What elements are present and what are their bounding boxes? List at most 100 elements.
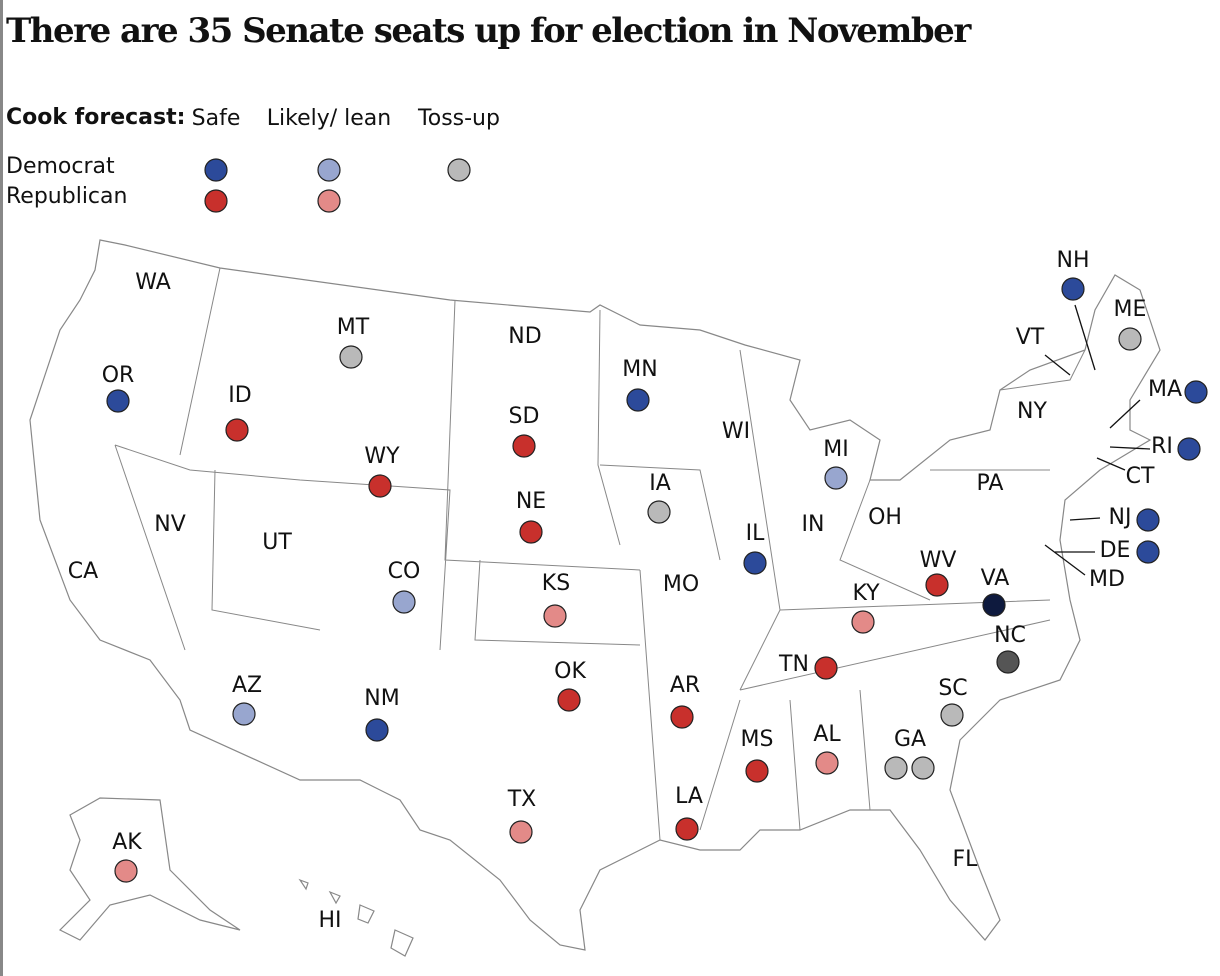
state-label: MN	[622, 357, 657, 382]
seat-dot	[447, 158, 471, 182]
seat-dot	[1061, 277, 1085, 301]
state-label: SC	[938, 676, 967, 701]
seat-dot	[232, 702, 256, 726]
state-label: NM	[364, 686, 399, 711]
seat-dot	[106, 389, 130, 413]
state-label: LA	[675, 784, 703, 809]
seat-dot	[204, 158, 228, 182]
seat-dot	[815, 751, 839, 775]
state-label: OK	[554, 659, 586, 684]
state-label: OR	[102, 363, 135, 388]
map	[29, 239, 1161, 957]
state-label: MS	[741, 727, 774, 752]
seat-dot	[996, 650, 1020, 674]
seat-dot	[824, 466, 848, 490]
seat-dot	[204, 189, 228, 213]
seat-dot	[368, 474, 392, 498]
state-label: WA	[135, 270, 171, 295]
seat-dot	[925, 573, 949, 597]
state-label: WV	[920, 548, 957, 573]
seat-dot	[317, 158, 341, 182]
state-label: RI	[1151, 434, 1173, 459]
seat-dot	[814, 656, 838, 680]
seat-dot	[339, 345, 363, 369]
legend-column: Likely/ lean	[267, 106, 391, 131]
state-label: WY	[364, 444, 400, 469]
seat-dot	[745, 759, 769, 783]
seat-dot	[940, 703, 964, 727]
seat-dot	[317, 189, 341, 213]
state-label: MA	[1148, 377, 1182, 402]
legend-row: Republican	[6, 184, 127, 209]
seat-dot	[982, 593, 1006, 617]
state-label: CA	[68, 559, 98, 584]
state-label: MD	[1089, 567, 1125, 592]
seat-dot	[509, 820, 533, 844]
state-label: KS	[542, 571, 570, 596]
seat-dot	[543, 604, 567, 628]
state-label: IA	[649, 471, 671, 496]
seat-dot	[557, 688, 581, 712]
state-label: KY	[852, 581, 880, 606]
legend-row: Democrat	[6, 154, 115, 179]
state-label: VT	[1016, 325, 1045, 350]
state-label: ND	[508, 324, 541, 349]
state-label: NE	[516, 489, 546, 514]
state-label: NH	[1057, 248, 1090, 273]
state-borders	[114, 267, 1086, 841]
state-label: MO	[663, 572, 699, 597]
state-label: SD	[509, 404, 540, 429]
state-label: AK	[112, 830, 142, 855]
seat-dot	[675, 817, 699, 841]
state-label: MI	[823, 437, 848, 462]
legend-label: Cook forecast:	[6, 105, 185, 130]
state-label: TN	[778, 652, 809, 677]
state-label: AL	[813, 722, 841, 747]
edge	[0, 0, 3, 976]
state-label: MT	[337, 315, 370, 340]
state-label: NJ	[1109, 505, 1132, 530]
state-label: NV	[154, 512, 186, 537]
seat-dot	[1177, 437, 1201, 461]
seat-dot	[670, 705, 694, 729]
state-label: VA	[981, 566, 1010, 591]
hawaii	[298, 878, 414, 957]
seat-dot	[114, 859, 138, 883]
seat-dot	[225, 418, 249, 442]
state-label: OH	[868, 505, 902, 530]
seat-dot	[1136, 540, 1160, 564]
seat-dot	[512, 434, 536, 458]
state-label: FL	[953, 847, 979, 872]
alaska	[58, 797, 241, 941]
legend-column: Toss-up	[417, 106, 500, 131]
seat-dot	[743, 551, 767, 575]
title: There are 35 Senate seats up for electio…	[6, 11, 972, 51]
seat-dot	[626, 388, 650, 412]
seat-dot	[851, 610, 875, 634]
state-label: IL	[746, 521, 765, 546]
state-label: GA	[894, 727, 926, 752]
state-label: DE	[1100, 538, 1131, 563]
seat-dot	[647, 500, 671, 524]
seat-dot	[519, 520, 543, 544]
state-label: ME	[1114, 297, 1147, 322]
state-label: WI	[722, 419, 750, 444]
state-label: UT	[262, 530, 292, 555]
leader-lines	[1044, 304, 1151, 576]
legend-column: Safe	[192, 106, 241, 131]
state-label: NC	[994, 623, 1026, 648]
seat-dot	[1184, 380, 1208, 404]
state-label: CO	[388, 559, 421, 584]
seat-dot	[392, 590, 416, 614]
seat-dot	[911, 756, 935, 780]
state-label: HI	[318, 908, 341, 933]
state-label: IN	[802, 512, 825, 537]
state-label: ID	[228, 383, 251, 408]
seat-dot	[365, 718, 389, 742]
contiguous-us	[29, 239, 1161, 951]
state-label: TX	[507, 787, 537, 812]
state-label: PA	[977, 471, 1004, 496]
seat-dot	[884, 756, 908, 780]
state-label: AZ	[232, 673, 262, 698]
